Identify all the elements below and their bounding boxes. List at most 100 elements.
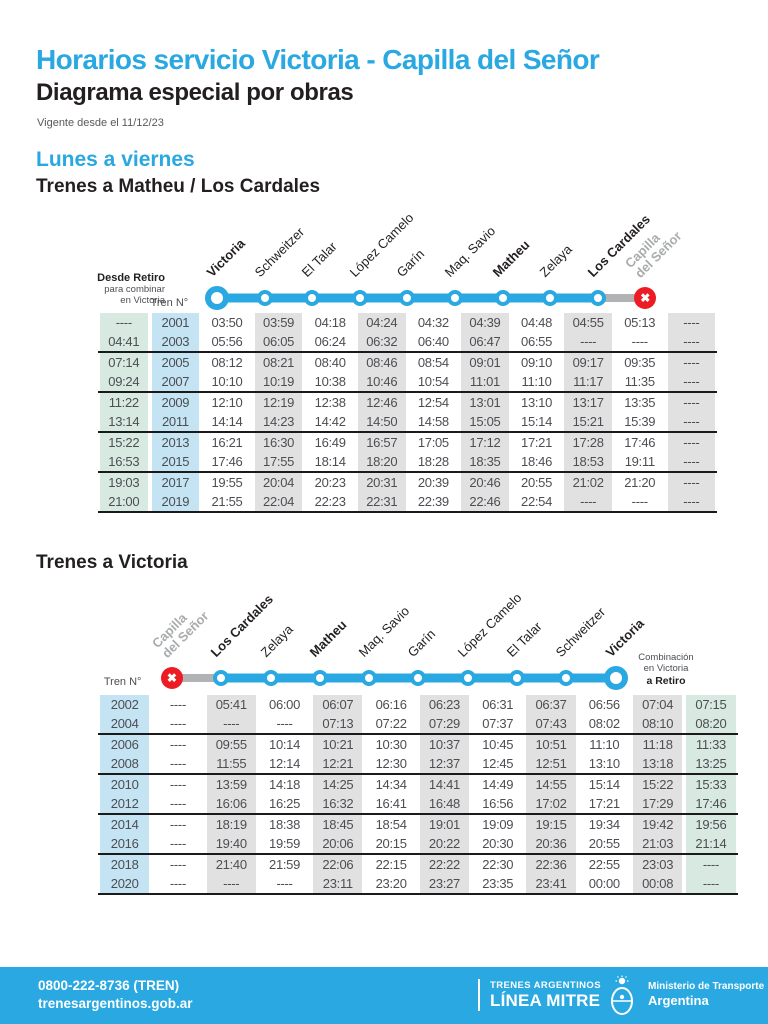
- station-label: Zelaya: [257, 622, 296, 661]
- combination-note-line3: a Retiro: [646, 674, 686, 687]
- station-dot: [459, 670, 476, 686]
- time-cell: 09:10: [521, 355, 553, 370]
- train-number-cell: 2017: [150, 473, 202, 492]
- station-label: Victoria: [203, 236, 248, 281]
- timetable-victoria: 2002 ---- 05:41 06:00 06:07 06:16 06:23 06:31 06…: [98, 695, 738, 895]
- time-cell: 12:45: [482, 756, 514, 771]
- time-cell: ----: [169, 817, 186, 832]
- time-cell: ----: [666, 332, 718, 351]
- station-dot: [446, 290, 463, 306]
- time-cell: ----: [276, 876, 293, 891]
- station-label: El Talar: [503, 619, 545, 661]
- time-cell: 21:55: [211, 494, 243, 509]
- rail: ✖: [193, 284, 669, 312]
- retiro-time-cell: 17:46: [684, 794, 737, 813]
- time-cell: 16:06: [205, 794, 258, 813]
- time-cell: 18:28: [417, 454, 449, 469]
- train-number-header-2: Tren N°: [103, 676, 142, 688]
- time-cell: ----: [666, 492, 718, 511]
- time-cell: ----: [631, 494, 648, 509]
- gray-line: [597, 294, 646, 302]
- retiro-time-cell: 11:33: [684, 735, 737, 754]
- time-cell: 12:21: [311, 754, 364, 773]
- time-cell: 21:59: [269, 857, 301, 872]
- time-cell: 13:17: [562, 393, 614, 412]
- train-number-cell: 2007: [150, 372, 202, 391]
- time-cell: 17:55: [253, 452, 305, 471]
- time-cell: 11:18: [631, 735, 684, 754]
- time-cell: 06:37: [524, 695, 577, 714]
- time-cell: ----: [666, 353, 718, 372]
- train-number-cell: 2008: [98, 754, 151, 773]
- time-cell: 22:46: [459, 492, 511, 511]
- time-cell: 22:06: [311, 855, 364, 874]
- time-cell: 04:39: [459, 313, 511, 332]
- station-label: Matheu: [306, 617, 350, 661]
- time-cell: 14:50: [356, 412, 408, 431]
- train-number-cell: 2003: [150, 332, 202, 351]
- time-cell: 22:54: [521, 494, 553, 509]
- time-cell: 08:02: [588, 716, 620, 731]
- gray-line: [171, 674, 222, 682]
- retiro-time-cell: 15:33: [684, 775, 737, 794]
- page-subtitle: Diagrama especial por obras: [36, 79, 354, 106]
- time-cell: 17:12: [459, 433, 511, 452]
- time-cell: 12:37: [418, 754, 471, 773]
- time-cell: 19:40: [205, 834, 258, 853]
- time-cell: 13:10: [588, 756, 620, 771]
- time-cell: 05:41: [205, 695, 258, 714]
- combination-note-line1: Combinación: [638, 652, 694, 663]
- time-cell: 14:55: [524, 775, 577, 794]
- time-cell: ----: [169, 796, 186, 811]
- station-label: El Talar: [298, 239, 340, 281]
- station-dot: [304, 290, 321, 306]
- time-cell: 17:29: [631, 794, 684, 813]
- time-cell: 10:30: [375, 737, 407, 752]
- time-cell: 17:21: [521, 435, 553, 450]
- station-label: Maq. Savio: [355, 603, 413, 661]
- time-cell: 08:54: [417, 355, 449, 370]
- website-url: trenesargentinos.gob.ar: [38, 996, 193, 1011]
- time-cell: 13:10: [521, 395, 553, 410]
- time-cell: 14:49: [482, 777, 514, 792]
- train-number-cell: 2016: [98, 834, 151, 853]
- time-cell: 18:38: [269, 817, 301, 832]
- time-cell: 21:02: [562, 473, 614, 492]
- time-cell: 00:00: [588, 876, 620, 891]
- retiro-time-cell: 09:24: [98, 372, 150, 391]
- table-row: 21:00 2019 21:55 22:04 22:23 22:31 22:39 22:46 2…: [98, 492, 718, 513]
- station-dot: [558, 670, 575, 686]
- train-number-cell: 2020: [98, 874, 151, 893]
- ministry-label: Ministerio de Transporte: [648, 981, 765, 992]
- time-cell: ----: [205, 714, 258, 733]
- station-label: Garín: [405, 626, 439, 661]
- station-dot: [361, 670, 378, 686]
- time-cell: 06:16: [375, 697, 407, 712]
- time-cell: 09:55: [205, 735, 258, 754]
- time-cell: 00:08: [631, 874, 684, 893]
- time-cell: 21:40: [205, 855, 258, 874]
- time-cell: 18:19: [205, 815, 258, 834]
- time-cell: 23:20: [375, 876, 407, 891]
- time-cell: 18:53: [562, 452, 614, 471]
- time-cell: 04:48: [521, 315, 553, 330]
- origin-note-line3: en Victoria: [120, 294, 165, 306]
- time-cell: 03:50: [211, 315, 243, 330]
- time-cell: 10:51: [524, 735, 577, 754]
- time-cell: 22:22: [418, 855, 471, 874]
- table-row: ---- 2001 03:50 03:59 04:18 04:24 04:32 04:39 04…: [98, 313, 717, 332]
- table-row: 11:22 2009 12:10 12:19 12:38 12:46 12:54 13:01 1…: [98, 393, 717, 412]
- time-cell: 16:30: [253, 433, 305, 452]
- timetable-matheu: ---- 2001 03:50 03:59 04:18 04:24 04:32 04:39 04…: [98, 313, 718, 513]
- station-label: Schweitzer: [552, 604, 609, 661]
- retiro-time-cell: ----: [684, 855, 737, 874]
- time-cell: ----: [666, 372, 718, 391]
- train-number-header-1: Tren N°: [150, 297, 189, 309]
- time-cell: 18:46: [521, 454, 553, 469]
- train-number-cell: 2005: [150, 353, 202, 372]
- time-cell: 03:59: [253, 313, 305, 332]
- table-row: 2008 ---- 11:55 12:14 12:21 12:30 12:37 12:45 12…: [98, 754, 738, 775]
- time-cell: 18:35: [459, 452, 511, 471]
- table-row: 13:14 2011 14:14 14:23 14:42 14:50 14:58 15:05 1…: [98, 412, 718, 433]
- table-row: 19:03 2017 19:55 20:04 20:23 20:31 20:39 20:46 2…: [98, 473, 717, 492]
